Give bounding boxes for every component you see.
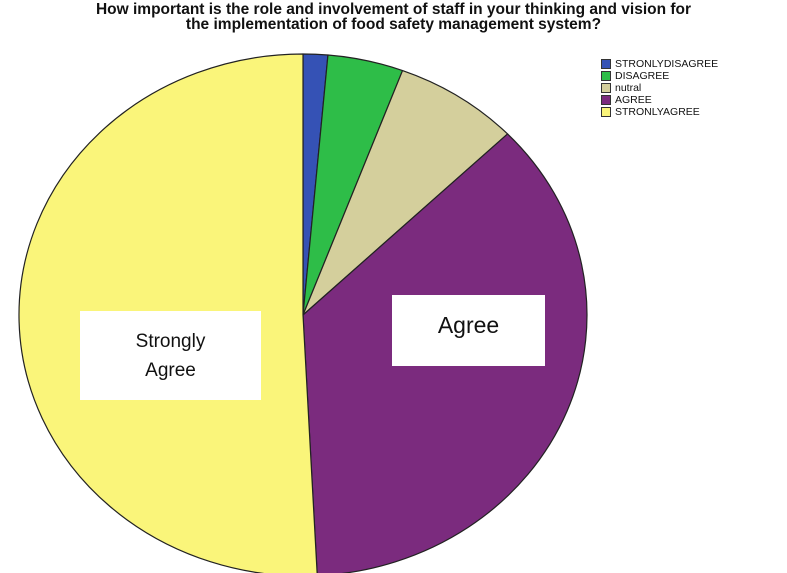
legend-label: STRONLYAGREE (615, 106, 700, 118)
legend-swatch (601, 107, 611, 117)
annotation-strongly-agree: Strongly Agree (80, 311, 261, 400)
pie-slice-nutral (302, 69, 509, 316)
legend-label: AGREE (615, 94, 652, 106)
legend-swatch (601, 95, 611, 105)
legend-item-disagree: DISAGREE (601, 70, 718, 82)
legend-item-stronlyagree: STRONLYAGREE (601, 106, 718, 118)
legend-item-agree: AGREE (601, 94, 718, 106)
legend-label: nutral (615, 82, 642, 94)
legend-item-nutral: nutral (601, 82, 718, 94)
chart-title-line-2: the implementation of food safety manage… (185, 16, 602, 33)
legend-swatch (601, 59, 611, 69)
legend-label: STRONLYDISAGREE (615, 58, 719, 70)
legend-item-stronlydisagree: STRONLYDISAGREE (601, 58, 718, 70)
chart-title-line-1: How important is the role and involvemen… (95, 1, 692, 18)
legend-swatch (601, 71, 611, 81)
legend-label: DISAGREE (615, 70, 670, 82)
annotation-agree: Agree (392, 295, 545, 366)
chart-legend: STRONLYDISAGREE DISAGREE nutral AGREE ST… (601, 58, 718, 118)
legend-swatch (601, 83, 611, 93)
annotation-strongly-agree-text: Strongly Agree (135, 330, 206, 381)
chart-title: How important is the role and involvemen… (0, 1, 787, 33)
annotation-agree-text: Agree (437, 312, 500, 338)
